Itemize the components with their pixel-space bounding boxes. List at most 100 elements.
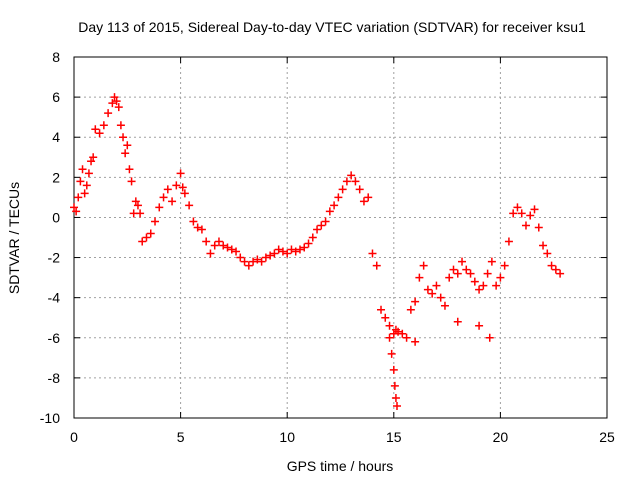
chart-title: Day 113 of 2015, Sidereal Day-to-day VTE…: [78, 19, 586, 35]
plot-frame: [73, 56, 608, 419]
data-point: [202, 237, 211, 246]
data-point: [178, 183, 187, 192]
data-point: [351, 177, 360, 186]
data-point: [80, 189, 89, 198]
x-axis-label: GPS time / hours: [287, 458, 394, 474]
data-point: [155, 203, 164, 212]
data-point: [142, 233, 151, 242]
data-point: [432, 281, 441, 290]
data-point: [521, 221, 530, 230]
data-point: [330, 201, 339, 210]
grid-lines: [74, 57, 607, 418]
data-point: [364, 193, 373, 202]
data-point: [517, 209, 526, 218]
data-point: [449, 265, 458, 274]
data-point: [453, 269, 462, 278]
data-point: [485, 333, 494, 342]
data-point: [138, 237, 147, 246]
data-point: [219, 241, 228, 250]
y-tick-label: -6: [48, 330, 61, 346]
x-tick-label: 0: [70, 429, 78, 445]
data-point: [470, 277, 479, 286]
data-point: [385, 321, 394, 330]
data-point: [214, 237, 223, 246]
data-point: [295, 245, 304, 254]
data-point: [283, 249, 292, 258]
y-tick-label: 0: [52, 209, 60, 225]
data-point: [462, 265, 471, 274]
data-point: [377, 305, 386, 314]
data-point: [475, 321, 484, 330]
data-point: [72, 207, 81, 216]
data-point: [411, 337, 420, 346]
y-tick-label: -10: [40, 410, 60, 426]
data-point: [95, 129, 104, 138]
data-point: [325, 207, 334, 216]
data-point: [381, 313, 390, 322]
data-point: [389, 365, 398, 374]
data-point: [419, 261, 428, 270]
data-point: [114, 103, 123, 112]
data-point: [104, 109, 113, 118]
data-point: [163, 185, 172, 194]
data-point: [415, 273, 424, 282]
data-point: [274, 245, 283, 254]
data-point: [526, 211, 535, 220]
data-point: [116, 121, 125, 130]
data-point: [317, 221, 326, 230]
data-point: [483, 269, 492, 278]
y-tick-label: 6: [52, 89, 60, 105]
y-tick-label: 4: [52, 129, 60, 145]
data-point: [428, 289, 437, 298]
data-point: [89, 153, 98, 162]
data-point: [385, 333, 394, 342]
data-point: [123, 141, 132, 150]
y-tick-label: -2: [48, 250, 61, 266]
data-point: [445, 273, 454, 282]
x-tick-label: 15: [386, 429, 402, 445]
data-point: [287, 245, 296, 254]
data-point: [390, 381, 399, 390]
y-tick-label: 8: [52, 49, 60, 65]
data-points: [70, 93, 565, 410]
data-point: [119, 133, 128, 142]
data-point: [551, 265, 560, 274]
data-point: [368, 249, 377, 258]
data-point: [266, 251, 275, 260]
y-axis-label: SDTVAR / TECUs: [6, 182, 22, 294]
data-point: [74, 193, 83, 202]
data-point: [70, 203, 78, 212]
data-point: [257, 257, 266, 266]
data-point: [492, 281, 501, 290]
data-point: [278, 247, 287, 256]
x-tick-label: 20: [493, 429, 509, 445]
data-point: [496, 273, 505, 282]
data-point: [355, 185, 364, 194]
data-point: [509, 209, 518, 218]
data-point: [127, 177, 136, 186]
y-tick-label: -4: [48, 290, 61, 306]
data-point: [387, 349, 396, 358]
data-point: [389, 329, 398, 338]
data-point: [556, 269, 565, 278]
data-point: [338, 185, 347, 194]
x-tick-label: 10: [279, 429, 295, 445]
data-point: [342, 177, 351, 186]
data-point: [530, 205, 539, 214]
data-point: [402, 333, 411, 342]
data-point: [249, 257, 258, 266]
data-point: [168, 197, 177, 206]
data-point: [133, 201, 142, 210]
data-point: [99, 121, 108, 130]
data-point: [121, 149, 130, 158]
data-point: [206, 249, 215, 258]
data-point: [321, 217, 330, 226]
data-point: [270, 249, 279, 258]
y-tick-label: -8: [48, 370, 61, 386]
x-tick-label: 5: [177, 429, 185, 445]
data-point: [185, 201, 194, 210]
data-point: [398, 329, 407, 338]
data-point: [159, 193, 168, 202]
data-point: [261, 253, 270, 262]
